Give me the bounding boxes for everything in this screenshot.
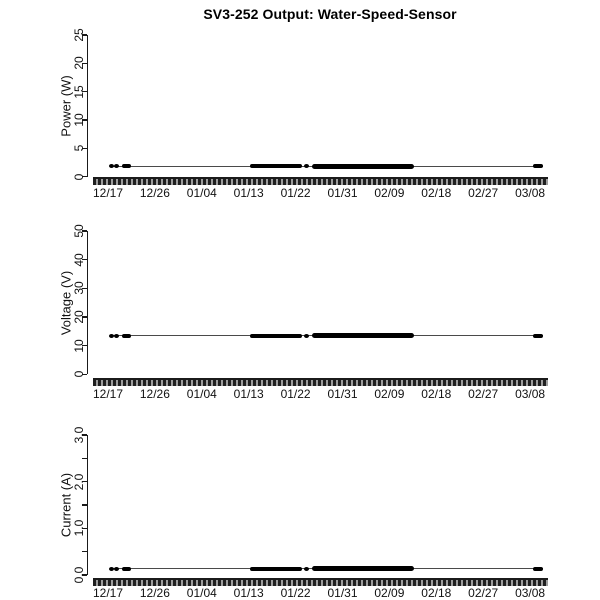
y-tick-label: 1.0 <box>72 519 86 537</box>
x-tick-label: 01/13 <box>233 586 264 600</box>
y-tick-label: 5 <box>72 145 86 152</box>
y-tick-label: 20 <box>72 310 86 324</box>
x-tick-label: 01/31 <box>327 586 358 600</box>
series-dense-cluster <box>532 164 543 169</box>
y-axis-title: Power (W) <box>58 75 74 137</box>
series-dense-cluster <box>249 164 302 169</box>
y-axis-title: Current (A) <box>58 472 74 538</box>
chart-title: SV3-252 Output: Water-Speed-Sensor <box>203 6 457 22</box>
x-tick-label: 01/04 <box>186 586 217 600</box>
y-tick-label: 3.0 <box>72 426 86 444</box>
y-tick <box>81 504 87 506</box>
x-tick-label: 03/08 <box>515 387 546 401</box>
series-point <box>114 333 120 338</box>
y-tick <box>81 175 87 178</box>
series-dense-cluster <box>121 333 131 338</box>
y-tick-label: 0 <box>72 173 86 181</box>
y-tick-label: 50 <box>72 224 86 238</box>
series-point <box>108 164 114 169</box>
x-tick-label: 12/17 <box>92 186 124 200</box>
series-point <box>303 164 309 169</box>
y-tick-label: 25 <box>72 28 86 42</box>
series-dense-cluster <box>311 333 415 339</box>
y-tick <box>81 373 87 376</box>
x-tick-label: 03/08 <box>515 186 546 200</box>
series-point <box>108 566 114 571</box>
y-tick <box>81 527 87 530</box>
x-tick-label: 12/26 <box>139 186 170 200</box>
x-tick-label: 02/09 <box>374 586 405 600</box>
y-tick-label: 2.0 <box>72 473 86 490</box>
x-tick-label: 02/18 <box>421 586 452 600</box>
y-tick <box>81 480 87 483</box>
x-tick-label: 02/27 <box>468 387 499 401</box>
y-tick <box>81 62 87 65</box>
y-tick-label: 15 <box>72 84 86 99</box>
y-axis <box>86 35 88 177</box>
y-tick <box>81 344 87 347</box>
y-tick <box>81 258 87 261</box>
x-tick-label: 02/27 <box>468 586 499 600</box>
series-dense-cluster <box>121 164 131 169</box>
y-axis <box>86 231 88 375</box>
x-tick-label: 01/22 <box>280 586 311 600</box>
y-tick <box>81 434 87 436</box>
y-tick <box>81 34 87 36</box>
series-dense-cluster <box>532 333 543 338</box>
x-tick-label: 12/17 <box>92 586 124 600</box>
y-tick <box>81 316 87 318</box>
y-tick <box>81 90 87 93</box>
series-dense-cluster <box>249 566 302 571</box>
y-tick-label: 30 <box>72 281 86 295</box>
x-tick-label: 01/22 <box>280 186 311 200</box>
x-axis-rug-band <box>93 378 548 386</box>
y-tick-label: 40 <box>72 252 86 267</box>
x-tick-label: 03/08 <box>515 586 546 600</box>
series-dense-cluster <box>311 163 415 169</box>
y-axis <box>86 434 88 575</box>
y-tick <box>81 287 87 290</box>
y-axis-title: Voltage (V) <box>58 270 74 335</box>
x-tick-label: 01/13 <box>233 387 264 401</box>
x-tick-label: 01/04 <box>186 387 217 401</box>
series-dense-cluster <box>532 566 543 571</box>
x-tick-label: 01/31 <box>327 186 358 200</box>
x-axis-rug-band <box>93 177 548 185</box>
y-tick <box>81 550 87 553</box>
series-point <box>114 566 120 571</box>
y-tick-label: 0 <box>72 370 86 378</box>
y-tick <box>81 574 87 576</box>
y-tick-label: 10 <box>72 338 86 353</box>
series-dense-cluster <box>311 566 415 572</box>
y-tick <box>81 147 87 150</box>
series-point <box>108 333 114 338</box>
y-tick-label: 10 <box>72 113 86 127</box>
x-tick-label: 02/09 <box>374 186 405 200</box>
y-tick <box>81 119 87 121</box>
x-tick-label: 12/26 <box>139 387 170 401</box>
x-tick-label: 01/31 <box>327 387 358 401</box>
series-point <box>303 566 309 571</box>
y-tick-label: 20 <box>72 56 86 71</box>
x-tick-label: 12/26 <box>139 586 170 600</box>
x-tick-label: 01/22 <box>280 387 311 401</box>
y-tick <box>81 230 87 232</box>
series-dense-cluster <box>121 566 131 571</box>
series-dense-cluster <box>249 333 302 338</box>
x-tick-label: 02/09 <box>374 387 405 401</box>
x-tick-label: 02/18 <box>421 387 452 401</box>
y-tick-label: 0.0 <box>72 566 86 584</box>
x-tick-label: 12/17 <box>92 387 124 401</box>
x-axis-rug-band <box>93 578 548 586</box>
series-point <box>303 333 309 338</box>
x-tick-label: 01/13 <box>233 186 264 200</box>
x-tick-label: 02/18 <box>421 186 452 200</box>
x-tick-label: 01/04 <box>186 186 217 200</box>
series-point <box>114 164 120 169</box>
x-tick-label: 02/27 <box>468 186 499 200</box>
y-tick <box>81 457 87 460</box>
